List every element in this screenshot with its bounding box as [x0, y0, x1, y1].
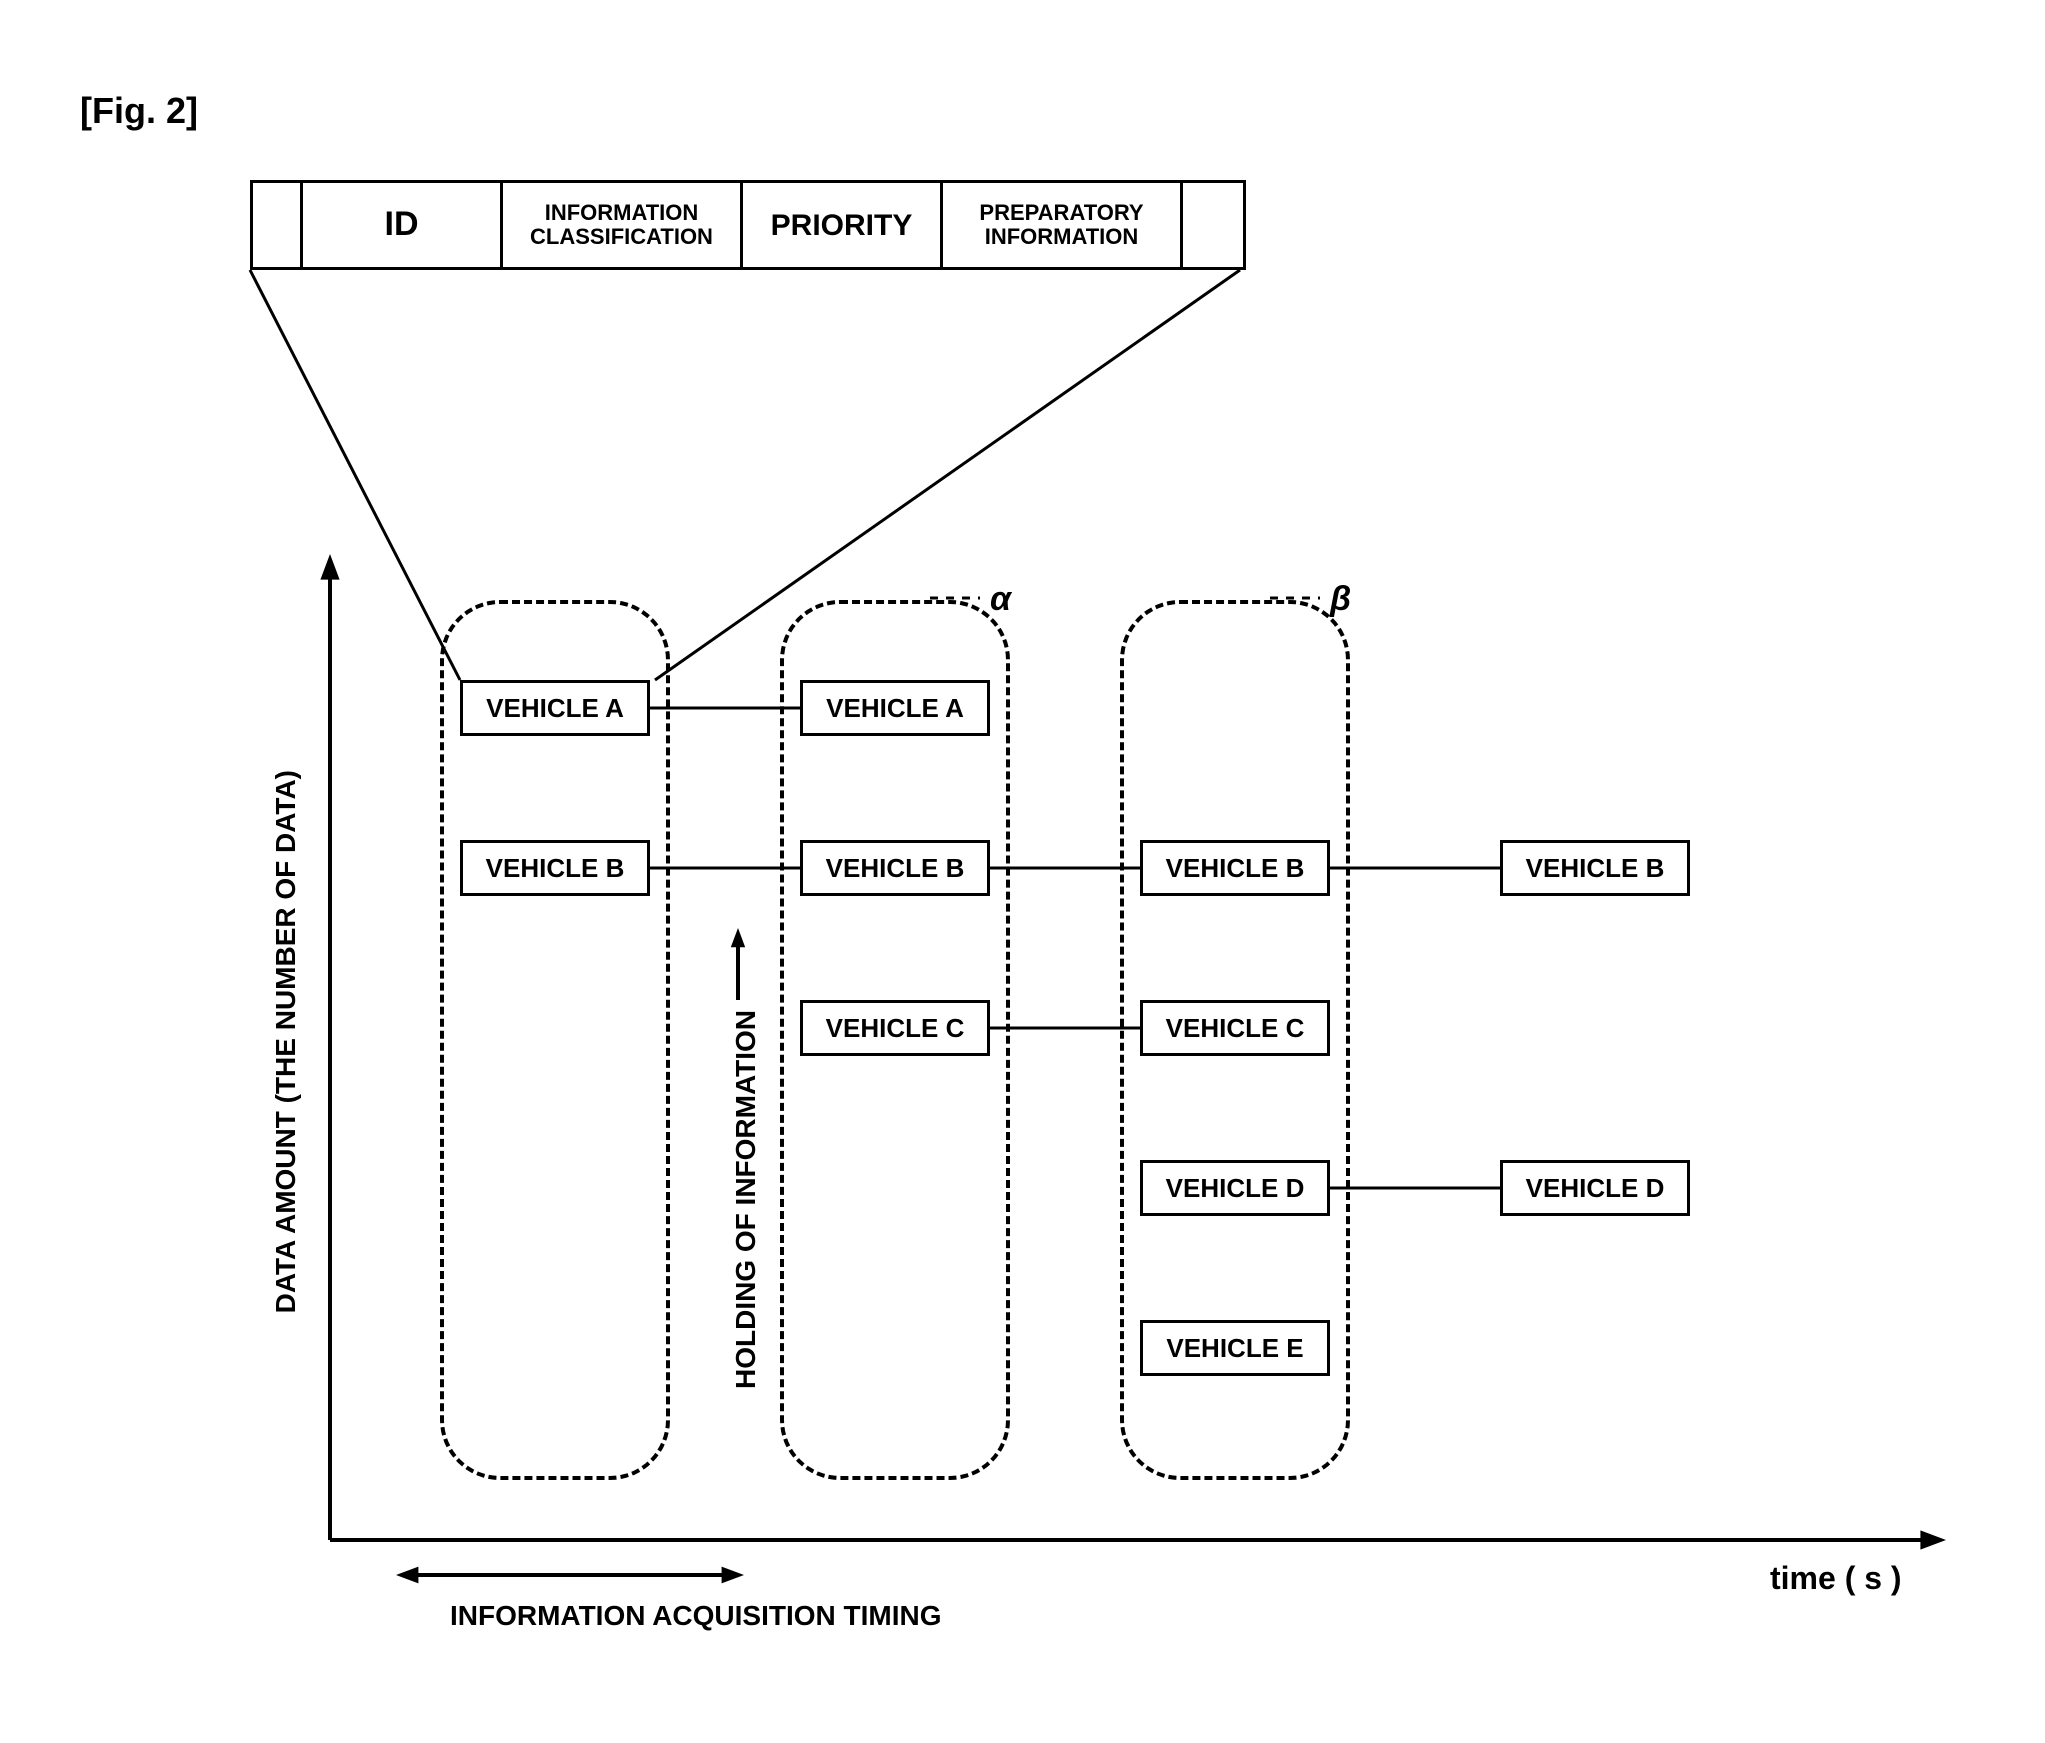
vehicle-box-7: VEHICLE D	[1140, 1160, 1330, 1216]
table-cell-0	[253, 183, 303, 267]
fields-table: IDINFORMATION CLASSIFICATIONPRIORITYPREP…	[250, 180, 1246, 270]
vehicle-box-5: VEHICLE B	[1140, 840, 1330, 896]
holding-info-label: HOLDING OF INFORMATION	[730, 1010, 762, 1389]
vehicle-box-1: VEHICLE B	[460, 840, 650, 896]
acquisition-timing-label: INFORMATION ACQUISITION TIMING	[450, 1600, 942, 1632]
vehicle-box-8: VEHICLE E	[1140, 1320, 1330, 1376]
table-cell-1: ID	[303, 183, 503, 267]
table-cell-3: PRIORITY	[743, 183, 943, 267]
vehicle-box-0: VEHICLE A	[460, 680, 650, 736]
table-cell-5	[1183, 183, 1243, 267]
x-axis-label: time ( s )	[1770, 1560, 1902, 1597]
vehicle-box-10: VEHICLE D	[1500, 1160, 1690, 1216]
y-axis-label: DATA AMOUNT (THE NUMBER OF DATA)	[270, 770, 302, 1313]
vehicle-box-4: VEHICLE C	[800, 1000, 990, 1056]
table-cell-4: PREPARATORY INFORMATION	[943, 183, 1183, 267]
vehicle-box-6: VEHICLE C	[1140, 1000, 1330, 1056]
bubble-label-1: α	[990, 580, 1011, 619]
table-cell-2: INFORMATION CLASSIFICATION	[503, 183, 743, 267]
vehicle-box-2: VEHICLE A	[800, 680, 990, 736]
vehicle-box-3: VEHICLE B	[800, 840, 990, 896]
bubble-label-2: β	[1330, 580, 1351, 619]
vehicle-box-9: VEHICLE B	[1500, 840, 1690, 896]
figure-label: [Fig. 2]	[80, 90, 198, 132]
